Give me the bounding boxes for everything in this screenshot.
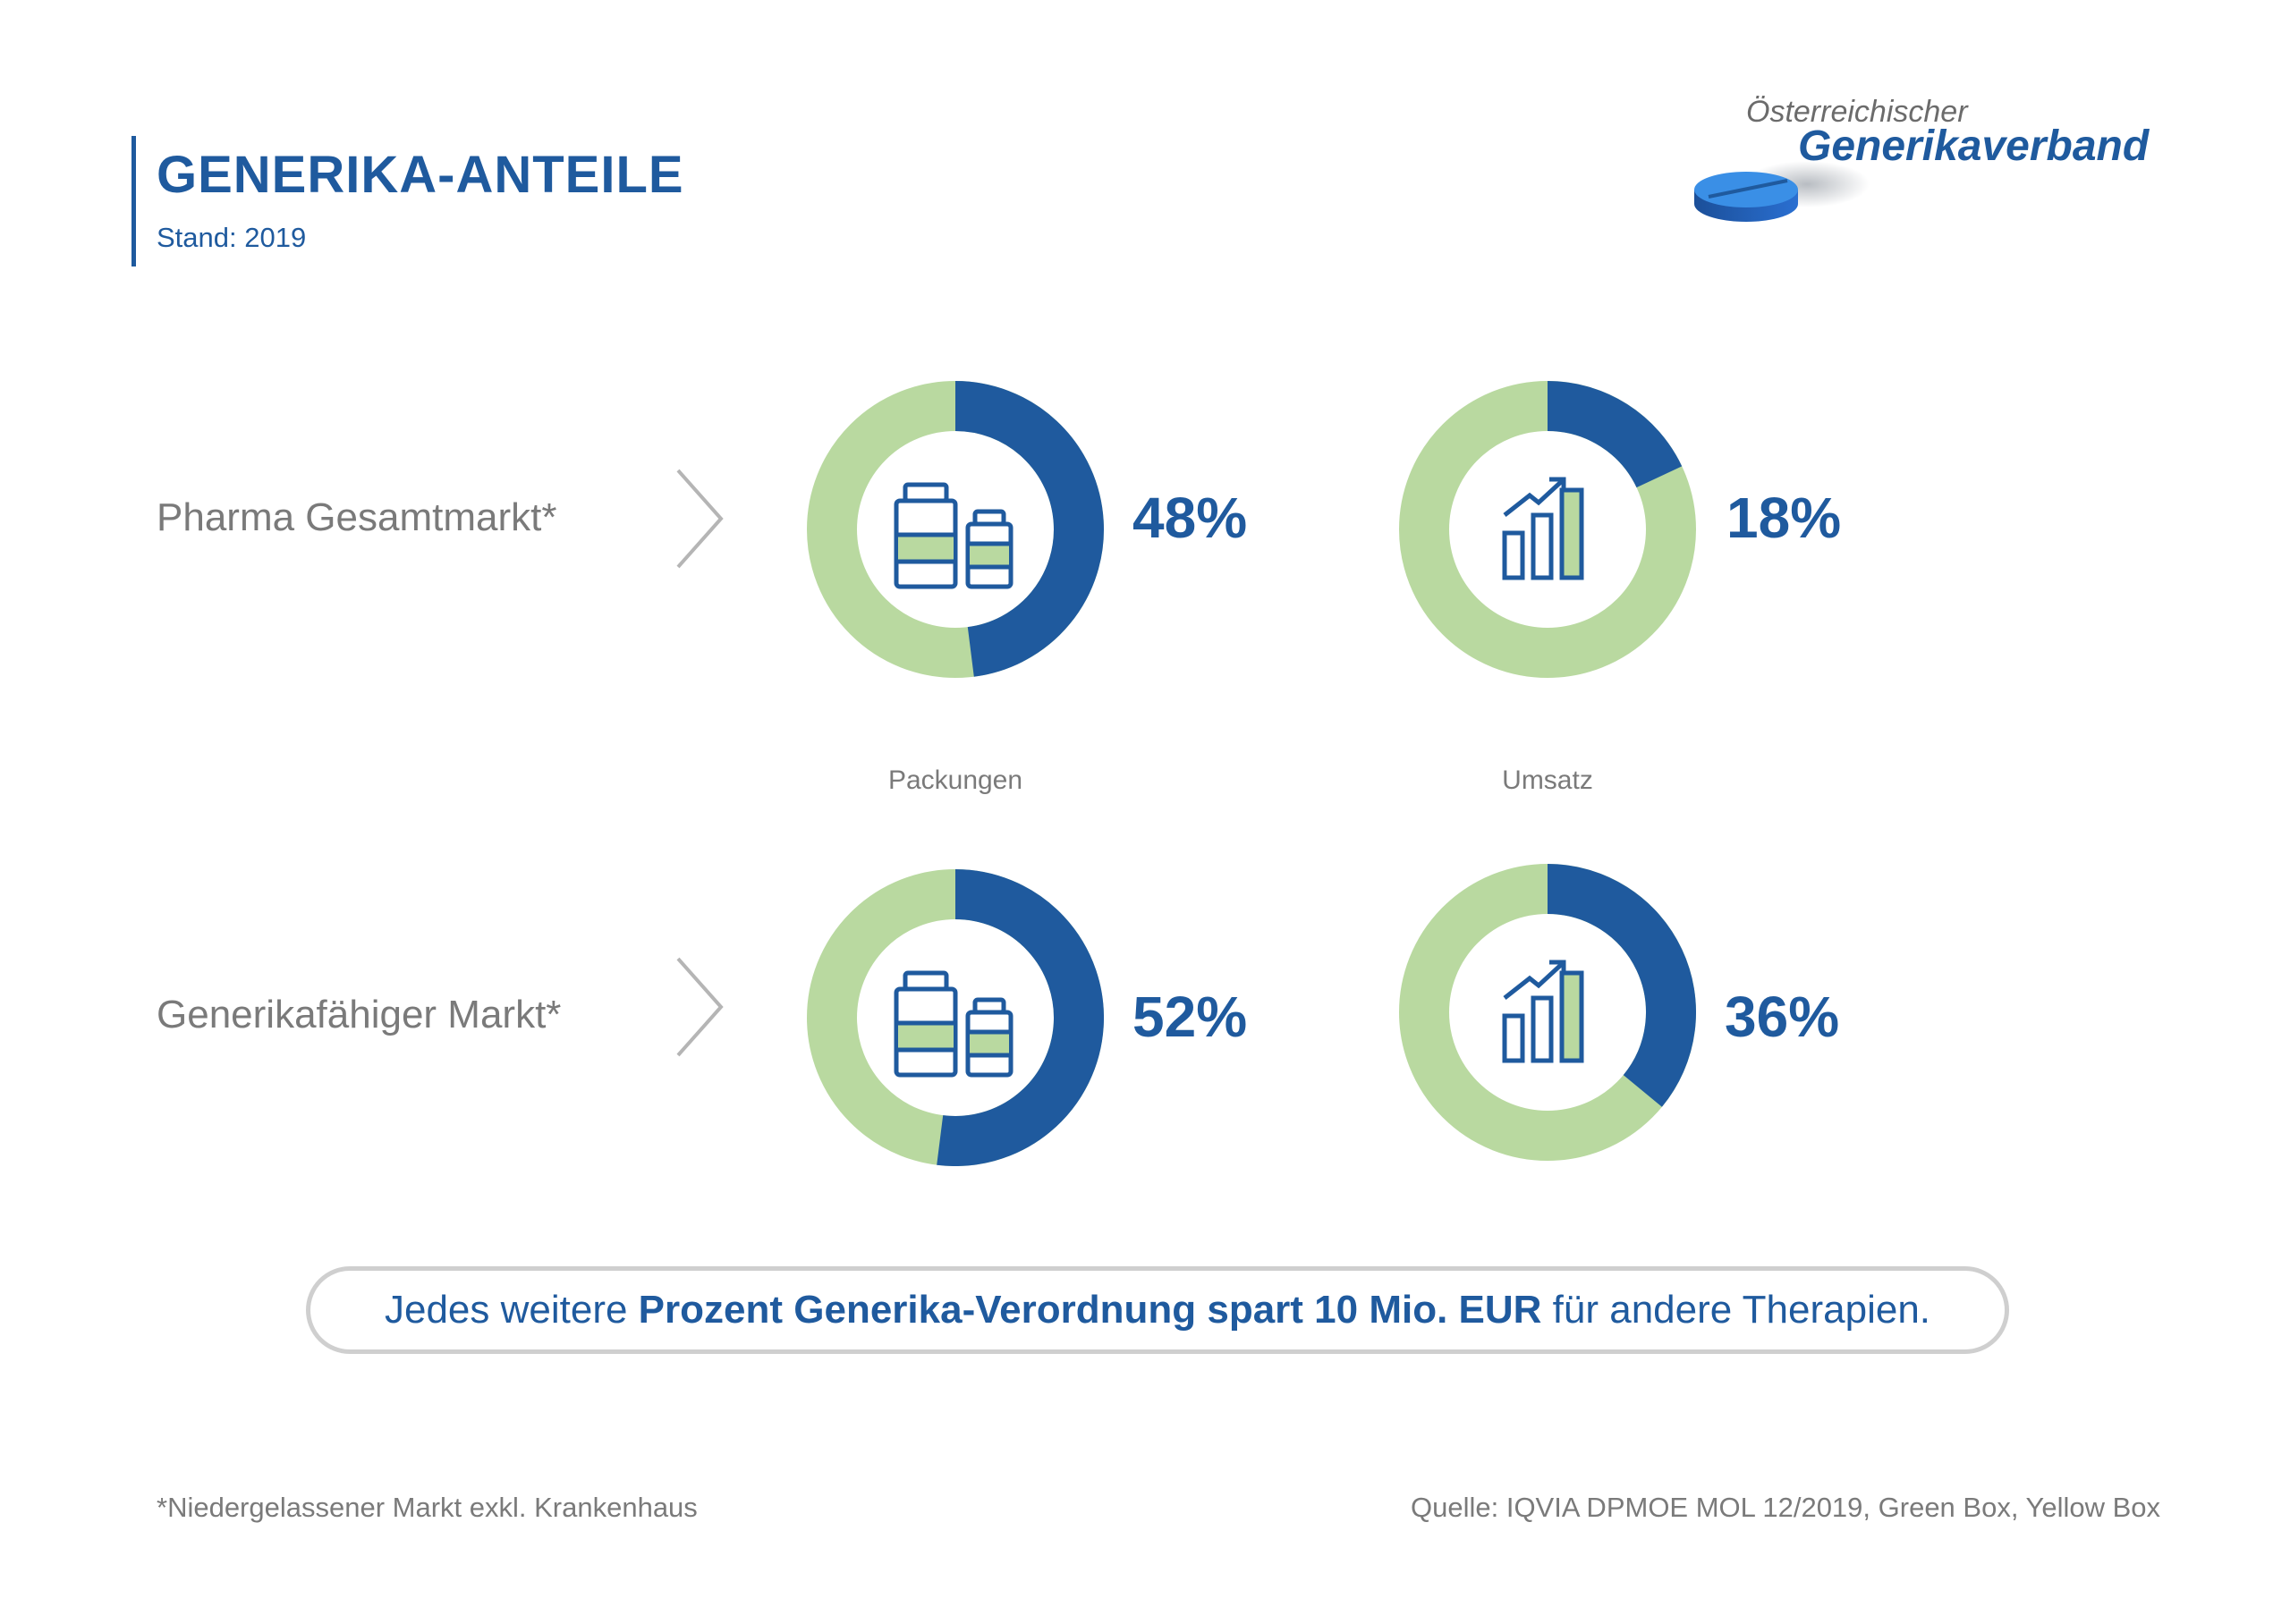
bottle-label — [970, 544, 1009, 567]
data-label-generika-packungen: 52% — [1132, 985, 1248, 1049]
bottle-cap — [903, 970, 949, 992]
pill-bottles-icon — [894, 970, 1014, 1078]
data-label-pharma-packungen: 48% — [1132, 486, 1248, 550]
chevron-right-icon — [676, 469, 724, 569]
savings-banner: Jedes weitere Prozent Generika-Verordnun… — [306, 1266, 2009, 1354]
donut-value-segment — [937, 869, 1104, 1166]
icon-trend-arrow — [1549, 960, 1566, 975]
icon-trend-line — [1503, 962, 1564, 1000]
bar-chart-growth-icon — [1502, 960, 1584, 1063]
bottle-body — [894, 986, 958, 1078]
donut-value-segment — [1547, 864, 1696, 1107]
data-label-generika-umsatz: 36% — [1725, 985, 1840, 1049]
banner-text-start: Jedes weitere — [384, 1288, 639, 1332]
icon-bar — [1531, 512, 1554, 580]
bottle-label — [898, 1023, 954, 1050]
icon-bar — [1531, 995, 1554, 1063]
banner-text-bold: Prozent Generika-Verordnung spart 10 Mio… — [638, 1288, 1542, 1332]
title-accent-bar — [131, 136, 136, 266]
bottle-body — [894, 498, 958, 589]
logo-text-line2: Generikaverband — [1798, 123, 2150, 170]
logo-text-line1: Österreichischer — [1746, 95, 1968, 129]
donut-value-segment — [954, 381, 1104, 677]
page-subtitle: Stand: 2019 — [157, 222, 307, 253]
bar-chart-growth-icon — [1502, 477, 1584, 580]
banner-text-end: für andere Therapien. — [1541, 1288, 1931, 1332]
icon-trend-arrow — [1549, 477, 1566, 492]
logo-pill-icon — [1694, 161, 1870, 222]
chevron-right-icon — [676, 957, 724, 1057]
page-title: GENERIKA-ANTEILE — [157, 146, 684, 204]
row-label-generikafaehiger-markt: Generikafähiger Markt* — [157, 993, 562, 1036]
column-label-umsatz: Umsatz — [1502, 765, 1593, 795]
data-label-pharma-umsatz: 18% — [1726, 486, 1842, 550]
pill-bottles-icon — [894, 482, 1014, 589]
row-label-pharma-gesamtmarkt: Pharma Gesamtmarkt* — [157, 495, 557, 539]
icon-bar — [1502, 530, 1525, 580]
icon-bar — [1502, 1013, 1525, 1063]
icon-bar — [1559, 970, 1584, 1063]
donut-chart-pharma-umsatz — [1399, 381, 1696, 678]
footnote: *Niedergelassener Markt exkl. Krankenhau… — [157, 1492, 698, 1523]
donut-chart-generika-umsatz — [1399, 864, 1696, 1161]
bottle-body — [965, 521, 1014, 589]
icon-trend-line — [1503, 479, 1564, 517]
bottle-body — [965, 1010, 1014, 1078]
bottle-label — [898, 535, 954, 562]
source-note: Quelle: IQVIA DPMOE MOL 12/2019, Green B… — [1411, 1492, 2160, 1523]
icon-bar — [1559, 487, 1584, 580]
donut-chart-pharma-packungen — [807, 381, 1104, 678]
bottle-label — [970, 1032, 1009, 1055]
bottle-cap — [903, 482, 949, 503]
donut-value-segment — [1547, 381, 1683, 488]
donut-chart-generika-packungen — [807, 869, 1104, 1166]
column-label-packungen: Packungen — [887, 765, 1023, 795]
